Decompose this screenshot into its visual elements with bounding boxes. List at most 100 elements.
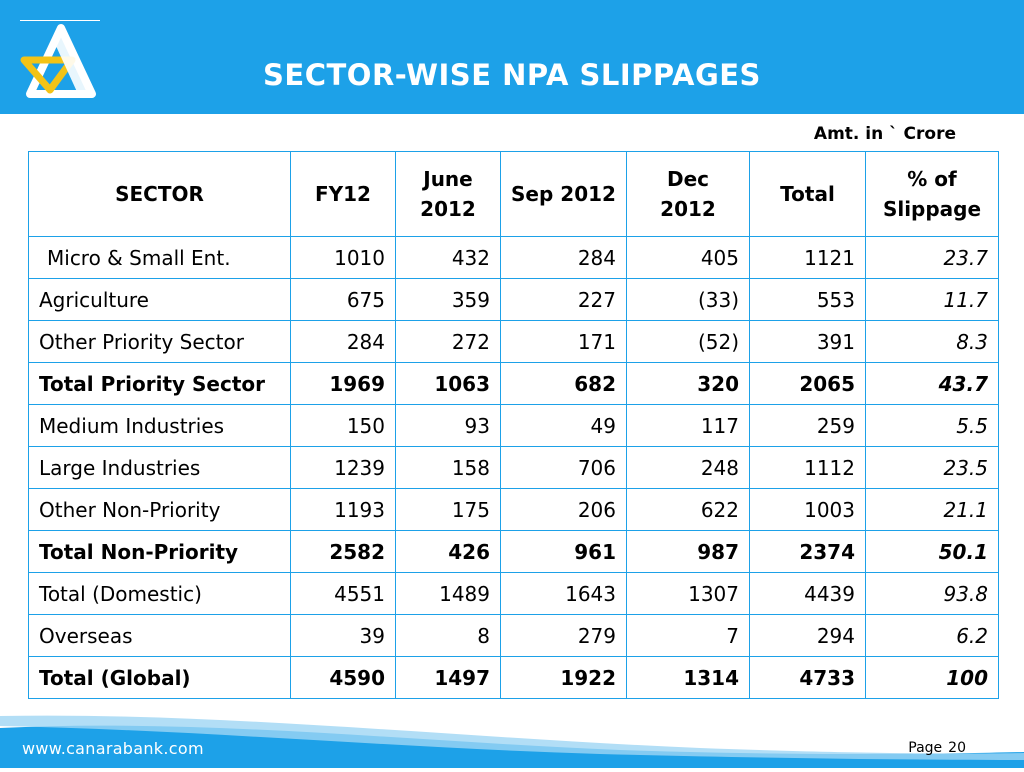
header-band: SECTOR-WISE NPA SLIPPAGES [0, 0, 1024, 114]
column-header: Sep 2012 [500, 151, 627, 237]
value-cell: 553 [749, 278, 866, 321]
value-cell: 2582 [290, 530, 396, 573]
footer-wave [0, 708, 1024, 768]
value-cell: 4733 [749, 656, 866, 699]
value-cell: 206 [500, 488, 627, 531]
slippage-pct-cell: 5.5 [865, 404, 999, 447]
value-cell: 359 [395, 278, 501, 321]
column-header: Dec 2012 [626, 151, 750, 237]
value-cell: 259 [749, 404, 866, 447]
value-cell: 391 [749, 320, 866, 363]
value-cell: 171 [500, 320, 627, 363]
value-cell: 1969 [290, 362, 396, 405]
slippage-pct-cell: 6.2 [865, 614, 999, 657]
value-cell: 1112 [749, 446, 866, 489]
column-header: SECTOR [28, 151, 291, 237]
slippage-pct-cell: 50.1 [865, 530, 999, 573]
value-cell: 1489 [395, 572, 501, 615]
slippage-pct-cell: 23.7 [865, 236, 999, 279]
sector-cell: Micro & Small Ent. [28, 236, 291, 279]
value-cell: 622 [626, 488, 750, 531]
value-cell: 284 [290, 320, 396, 363]
value-cell: (33) [626, 278, 750, 321]
column-header: Total [749, 151, 866, 237]
table-row: Other Non-Priority 1193 175 206 622 1003 21.1 [28, 488, 999, 531]
value-cell: 227 [500, 278, 627, 321]
table-row: Total Priority Sector 1969 1063 682 320 2065 4… [28, 362, 999, 405]
value-cell: 1922 [500, 656, 627, 699]
value-cell: 1121 [749, 236, 866, 279]
value-cell: 426 [395, 530, 501, 573]
value-cell: 682 [500, 362, 627, 405]
value-cell: 4551 [290, 572, 396, 615]
value-cell: 675 [290, 278, 396, 321]
sector-cell: Other Non-Priority [28, 488, 291, 531]
table-row: Total Non-Priority 2582 426 961 987 2374 50.1 [28, 530, 999, 573]
slippage-pct-cell: 23.5 [865, 446, 999, 489]
table-row: Overseas 39 8 279 7 294 6.2 [28, 614, 999, 657]
value-cell: 4439 [749, 572, 866, 615]
page-label: Page [908, 740, 943, 756]
page-number: Page 20 [902, 740, 966, 756]
value-cell: 706 [500, 446, 627, 489]
table-row: Other Priority Sector 284 272 171 (52) 391 8.3 [28, 320, 999, 363]
value-cell: 1497 [395, 656, 501, 699]
sector-cell: Total Priority Sector [28, 362, 291, 405]
table-row: Total (Global) 4590 1497 1922 1314 4733 100 [28, 656, 999, 699]
sector-cell: Medium Industries [28, 404, 291, 447]
value-cell: 150 [290, 404, 396, 447]
value-cell: 279 [500, 614, 627, 657]
sector-cell: Agriculture [28, 278, 291, 321]
table-row: Agriculture 675 359 227 (33) 553 11.7 [28, 278, 999, 321]
value-cell: 1010 [290, 236, 396, 279]
value-cell: 284 [500, 236, 627, 279]
value-cell: 175 [395, 488, 501, 531]
table-row: Micro & Small Ent. 1010 432 284 405 1121 23.7 [28, 236, 999, 279]
page-title: SECTOR-WISE NPA SLIPPAGES [263, 58, 761, 92]
value-cell: 1193 [290, 488, 396, 531]
slippage-pct-cell: 100 [865, 656, 999, 699]
slippage-pct-cell: 8.3 [865, 320, 999, 363]
value-cell: 39 [290, 614, 396, 657]
npa-slippage-table: SECTOR FY12 June 2012 Sep 2012 Dec 2012 Total%… [28, 151, 999, 699]
value-cell: 1063 [395, 362, 501, 405]
sector-cell: Total Non-Priority [28, 530, 291, 573]
value-cell: 1239 [290, 446, 396, 489]
page-number-value: 20 [948, 740, 966, 756]
slippage-pct-cell: 11.7 [865, 278, 999, 321]
column-header: FY12 [290, 151, 396, 237]
column-header: % of Slippage [865, 151, 999, 237]
sector-cell: Large Industries [28, 446, 291, 489]
value-cell: 320 [626, 362, 750, 405]
value-cell: 2065 [749, 362, 866, 405]
value-cell: 1003 [749, 488, 866, 531]
value-cell: 1314 [626, 656, 750, 699]
slippage-pct-cell: 93.8 [865, 572, 999, 615]
value-cell: 294 [749, 614, 866, 657]
footer-url-link[interactable]: www.canarabank.com [22, 739, 204, 758]
value-cell: 432 [395, 236, 501, 279]
value-cell: 2374 [749, 530, 866, 573]
slippage-pct-cell: 43.7 [865, 362, 999, 405]
value-cell: 248 [626, 446, 750, 489]
value-cell: 93 [395, 404, 501, 447]
value-cell: 961 [500, 530, 627, 573]
value-cell: 49 [500, 404, 627, 447]
column-header: June 2012 [395, 151, 501, 237]
table-row: Large Industries 1239 158 706 248 1112 23.5 [28, 446, 999, 489]
value-cell: 1307 [626, 572, 750, 615]
table-body: Micro & Small Ent. 1010 432 284 405 1121 23.7 A… [28, 236, 999, 699]
sector-cell: Other Priority Sector [28, 320, 291, 363]
table-header-row: SECTOR FY12 June 2012 Sep 2012 Dec 2012 Total%… [28, 151, 999, 237]
canara-bank-logo-icon [20, 20, 102, 102]
value-cell: 1643 [500, 572, 627, 615]
value-cell: 272 [395, 320, 501, 363]
value-cell: 4590 [290, 656, 396, 699]
slippage-pct-cell: 21.1 [865, 488, 999, 531]
value-cell: 7 [626, 614, 750, 657]
value-cell: 158 [395, 446, 501, 489]
value-cell: 405 [626, 236, 750, 279]
table-row: Medium Industries 150 93 49 117 259 5.5 [28, 404, 999, 447]
value-cell: 8 [395, 614, 501, 657]
sector-cell: Total (Domestic) [28, 572, 291, 615]
